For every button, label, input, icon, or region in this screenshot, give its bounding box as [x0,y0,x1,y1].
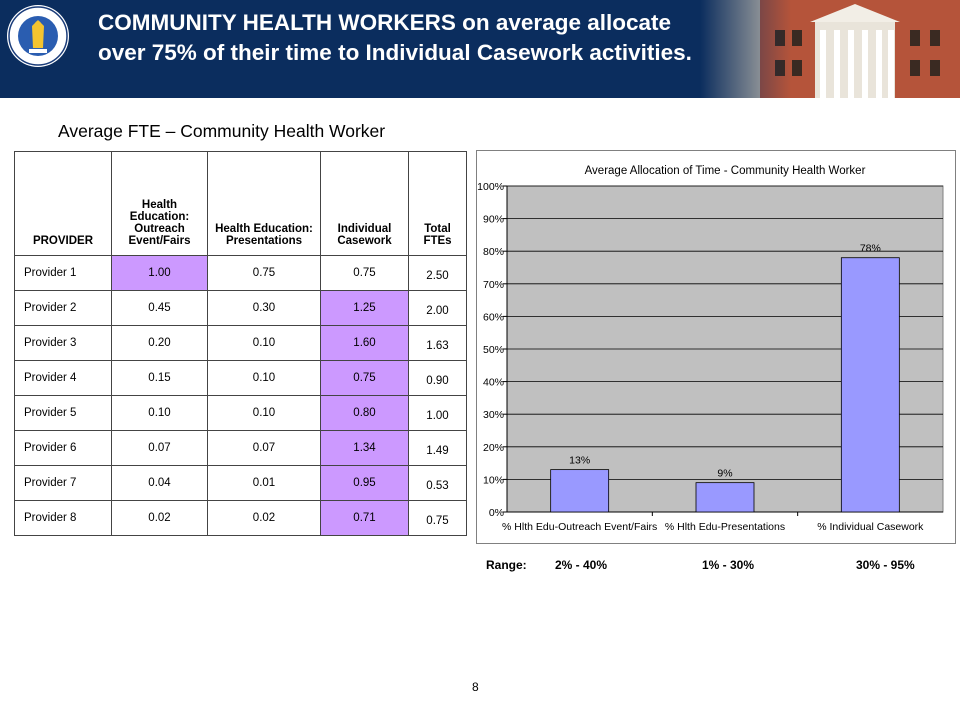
table-cell: 0.75 [320,255,409,291]
chart-title: Average Allocation of Time - Community H… [585,165,866,177]
table-cell: 0.75 [408,500,467,536]
table-cell: 0.20 [111,325,208,361]
y-tick-label: 20% [483,442,504,454]
column-header: Individual Casework [320,151,409,256]
y-tick-label: 0% [489,507,504,519]
table-cell: 1.49 [408,430,467,466]
table-header-row: PROVIDER Health Education: Outreach Even… [14,151,467,256]
y-tick-label: 40% [483,377,504,389]
range-label: Range: [486,558,527,572]
table-cell: 2.50 [408,255,467,291]
table-cell: 0.30 [207,290,321,326]
column-header: PROVIDER [14,151,112,256]
header-banner: COMMUNITY HEALTH WORKERS on average allo… [0,0,960,98]
table-cell: 0.75 [207,255,321,291]
table-cell: 0.01 [207,465,321,501]
provider-cell: Provider 8 [14,500,112,536]
table-cell: 0.02 [207,500,321,536]
table-cell: 0.71 [320,500,409,536]
y-tick-label: 30% [483,409,504,421]
provider-cell: Provider 2 [14,290,112,326]
provider-cell: Provider 3 [14,325,112,361]
x-tick-label: % Individual Casework [817,521,924,533]
table-cell: 0.15 [111,360,208,396]
table-cell: 0.02 [111,500,208,536]
table-row: Provider 7 0.04 0.01 0.95 0.53 [14,465,467,501]
y-tick-label: 50% [483,344,504,356]
data-label: 13% [569,455,590,467]
table-row: Provider 5 0.10 0.10 0.80 1.00 [14,395,467,431]
chart-panel: Average Allocation of Time - Community H… [476,150,956,544]
table-cell: 2.00 [408,290,467,326]
data-label: 9% [717,468,732,480]
y-tick-label: 10% [483,474,504,486]
y-tick-label: 90% [483,214,504,226]
table-cell: 1.00 [408,395,467,431]
table-row: Provider 4 0.15 0.10 0.75 0.90 [14,360,467,396]
column-header: Health Education: Presentations [207,151,321,256]
table-cell: 0.07 [111,430,208,466]
table-row: Provider 6 0.07 0.07 1.34 1.49 [14,430,467,466]
y-tick-label: 60% [483,311,504,323]
table-cell: 0.10 [207,325,321,361]
provider-cell: Provider 5 [14,395,112,431]
bar [695,482,755,513]
table-cell: 0.53 [408,465,467,501]
table-cell: 1.63 [408,325,467,361]
table-row: Provider 2 0.45 0.30 1.25 2.00 [14,290,467,326]
provider-cell: Provider 4 [14,360,112,396]
bar-chart: Average Allocation of Time - Community H… [477,165,944,533]
column-header: Health Education: Outreach Event/Fairs [111,151,208,256]
table-cell: 0.10 [111,395,208,431]
column-header: Total FTEs [408,151,467,256]
table-cell: 1.25 [320,290,409,326]
x-tick-label: % Hlth Edu-Outreach Event/Fairs [502,521,657,533]
table-cell: 1.00 [111,255,208,291]
bar [840,257,900,513]
table-cell: 0.90 [408,360,467,396]
table-row: Provider 1 1.00 0.75 0.75 2.50 [14,255,467,291]
table-row: Provider 8 0.02 0.02 0.71 0.75 [14,500,467,536]
state-house-image [700,0,960,98]
fte-table: PROVIDER Health Education: Outreach Even… [14,151,467,536]
table-cell: 1.34 [320,430,409,466]
range-value: 30% - 95% [856,558,915,572]
range-value: 1% - 30% [702,558,755,572]
table-cell: 0.80 [320,395,409,431]
provider-cell: Provider 6 [14,430,112,466]
massachusetts-seal-icon [7,5,69,67]
data-label: 78% [860,243,881,255]
range-value: 2% - 40% [555,558,608,572]
table-subtitle: Average FTE – Community Health Worker [58,121,386,141]
y-tick-label: 80% [483,246,504,258]
table-cell: 0.07 [207,430,321,466]
table-row: Provider 3 0.20 0.10 1.60 1.63 [14,325,467,361]
table-cell: 0.10 [207,360,321,396]
bar [550,469,610,513]
table-body: Provider 1 1.00 0.75 0.75 2.50 Provider 2 0.45… [14,255,467,536]
table-cell: 0.45 [111,290,208,326]
table-cell: 0.10 [207,395,321,431]
table-cell: 1.60 [320,325,409,361]
provider-cell: Provider 1 [14,255,112,291]
page-title: COMMUNITY HEALTH WORKERS on average allo… [98,10,692,65]
page-number: 8 [472,680,479,694]
provider-cell: Provider 7 [14,465,112,501]
table-cell: 0.04 [111,465,208,501]
y-tick-label: 100% [477,181,504,193]
x-tick-label: % Hlth Edu-Presentations [665,521,785,533]
y-tick-label: 70% [483,279,504,291]
table-cell: 0.95 [320,465,409,501]
table-cell: 0.75 [320,360,409,396]
